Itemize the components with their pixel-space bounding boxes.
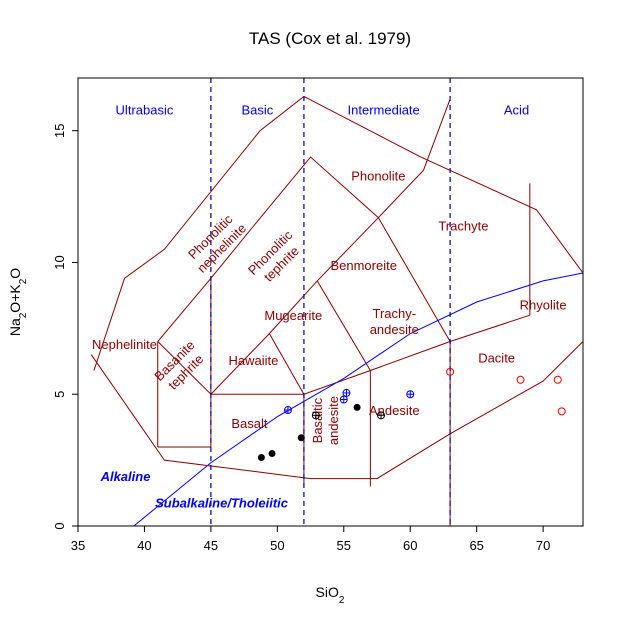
rotated-field-label-3: Basalticandesite xyxy=(310,396,341,445)
field-boundary-0 xyxy=(157,98,451,447)
point-red-open-2 xyxy=(553,375,562,384)
series-label-0: Alkaline xyxy=(100,469,151,484)
field-boundary-5 xyxy=(316,280,371,371)
field-boundary-4 xyxy=(268,333,305,395)
point-red-open-0 xyxy=(446,367,455,376)
point-black-filled-2 xyxy=(297,434,305,442)
category-label-1: Basic xyxy=(242,103,274,118)
field-label-4: Mugearite xyxy=(264,308,322,323)
x-tick-label-2: 45 xyxy=(204,538,218,553)
y-tick-label-3: 15 xyxy=(52,123,67,137)
point-blue-cross-1 xyxy=(342,388,351,397)
point-blue-cross-3 xyxy=(406,390,415,399)
y-tick-label-1: 5 xyxy=(52,391,67,398)
x-tick-label-3: 50 xyxy=(270,538,284,553)
y-tick-label-2: 10 xyxy=(52,255,67,269)
x-tick-label-6: 65 xyxy=(469,538,483,553)
field-outline xyxy=(90,95,583,480)
y-axis: 0 5 10 15 xyxy=(52,123,78,530)
field-label-trachyandesite-line-1: andesite xyxy=(370,322,419,337)
field-label-6: Hawaiite xyxy=(228,353,278,368)
plot-area: Ultrabasic Basic Intermediate Acid Phonolite… xyxy=(77,77,584,527)
field-label-9: Andesite xyxy=(369,403,420,418)
rotated-field-label-1: Phonolitictephrite xyxy=(245,227,307,289)
rotated-field-label-0: Phonoliticnephelinite xyxy=(183,209,249,275)
plot-content: Ultrabasic Basic Intermediate Acid Phonolite… xyxy=(90,78,583,526)
point-black-cross-1 xyxy=(377,411,385,420)
point-black-cross-0 xyxy=(311,411,320,420)
field-label-trachyandesite: Trachy-andesite xyxy=(370,306,419,337)
field-label-8: Basalt xyxy=(231,416,268,431)
rotated-field-label-2: Basanitetephrite xyxy=(151,337,209,395)
x-tick-label-4: 55 xyxy=(337,538,351,553)
x-tick-label-7: 70 xyxy=(536,538,550,553)
point-red-open-1 xyxy=(516,375,525,384)
field-label-1: Trachyte xyxy=(438,219,488,234)
x-axis: 35 40 45 50 55 60 65 70 xyxy=(71,526,550,553)
field-boundary-2 xyxy=(210,217,379,395)
alkaline-subalkaline-line xyxy=(133,272,583,526)
field-label-5: Nephelinite xyxy=(92,337,157,352)
field-label-2: Benmoreite xyxy=(330,258,396,273)
point-black-filled-1 xyxy=(268,450,276,458)
y-tick-label-0: 0 xyxy=(52,522,67,529)
chart-title: TAS (Cox et al. 1979) xyxy=(249,29,411,48)
category-label-3: Acid xyxy=(504,103,529,118)
rotated-field-line-3-1: andesite xyxy=(326,396,341,445)
x-axis-label: SiO2 xyxy=(316,584,345,606)
category-label-2: Intermediate xyxy=(348,103,420,118)
field-label-0: Phonolite xyxy=(351,169,405,184)
point-black-filled-0 xyxy=(257,453,265,461)
series-label-1: Subalkaline/Tholeiitic xyxy=(155,495,289,510)
field-label-3: Rhyolite xyxy=(520,298,567,313)
point-black-filled-3 xyxy=(353,403,361,411)
x-tick-label-1: 40 xyxy=(137,538,151,553)
field-boundary-10 xyxy=(449,314,530,343)
field-label-trachyandesite-line-0: Trachy- xyxy=(373,306,417,321)
y-axis-label: Na2O+K2O xyxy=(7,268,29,336)
point-blue-cross-2 xyxy=(339,395,348,404)
field-label-7: Dacite xyxy=(478,350,515,365)
point-red-open-3 xyxy=(557,407,566,416)
category-label-0: Ultrabasic xyxy=(116,103,174,118)
plot-frame xyxy=(77,77,584,527)
x-tick-label-0: 35 xyxy=(71,538,85,553)
rotated-field-line-3-0: Basaltic xyxy=(310,397,325,443)
x-tick-label-5: 60 xyxy=(403,538,417,553)
point-blue-cross-0 xyxy=(283,406,292,415)
